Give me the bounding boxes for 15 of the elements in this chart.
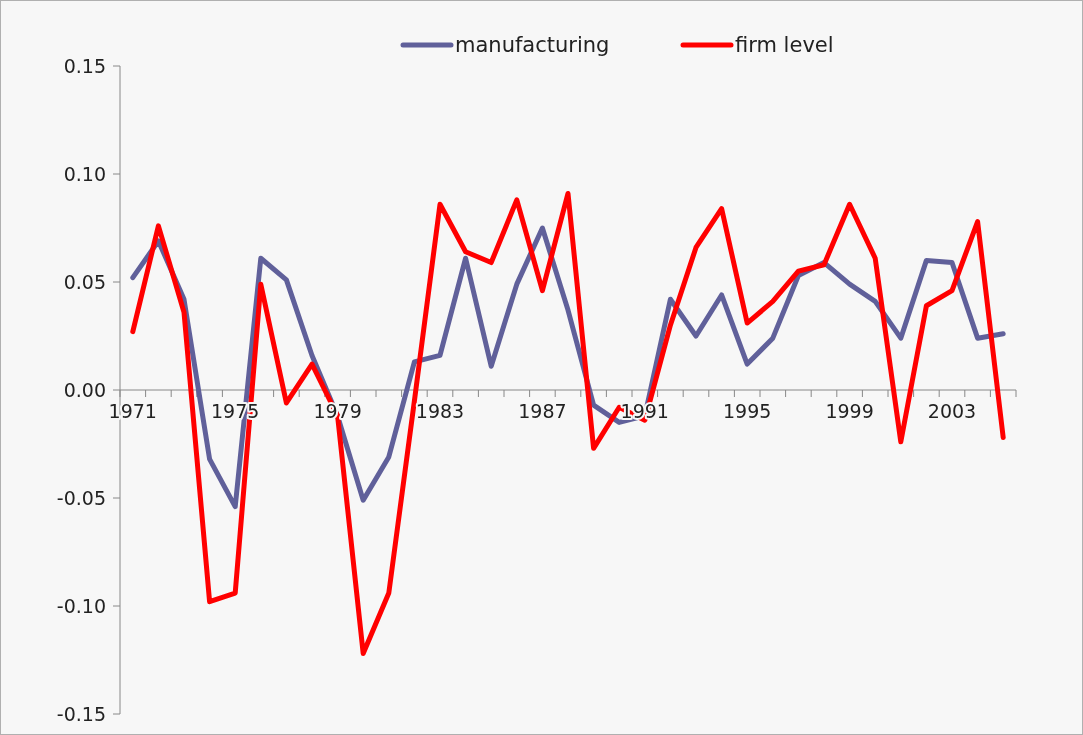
x-tick-label: 1999 (825, 400, 874, 422)
y-tick-label: -0.10 (56, 594, 106, 617)
legend-label: manufacturing (455, 33, 610, 58)
x-tick-label: 1983 (415, 400, 465, 422)
y-tick-label: 0.00 (63, 378, 106, 401)
y-tick-label: 0.15 (63, 54, 106, 77)
y-tick-label: 0.05 (63, 270, 106, 293)
y-tick-label: -0.05 (56, 486, 106, 509)
x-tick-label: 1987 (518, 400, 567, 422)
y-tick-label: -0.15 (56, 702, 106, 725)
x-tick-label: 1995 (723, 400, 772, 422)
y-tick-label: 0.10 (63, 162, 106, 185)
legend-label: firm level (735, 33, 834, 58)
x-tick-label: 1971 (108, 400, 157, 422)
x-tick-label: 2003 (927, 400, 977, 422)
